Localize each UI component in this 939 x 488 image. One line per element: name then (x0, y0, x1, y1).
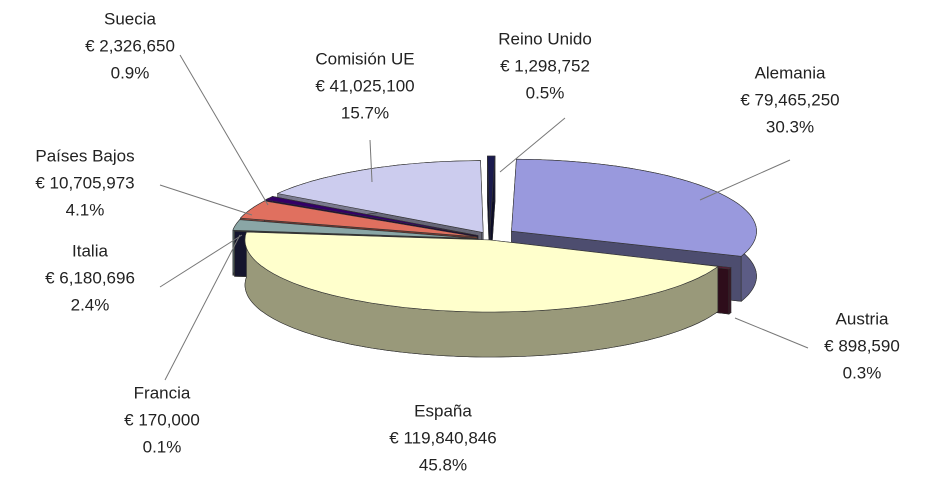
label-value: € 898,590 (824, 336, 900, 355)
label-name: Alemania (755, 63, 826, 82)
label-name: Francia (134, 383, 191, 402)
leader-line (179, 54, 269, 206)
label-percent: 2.4% (71, 295, 110, 314)
label-percent: 0.3% (843, 363, 882, 382)
leader-line (164, 234, 241, 381)
label-name: Suecia (104, 9, 157, 28)
label-value: € 170,000 (124, 410, 200, 429)
slice-top (264, 196, 479, 236)
slice-top (511, 158, 757, 257)
label-value: € 119,840,846 (389, 428, 496, 447)
slice (244, 231, 719, 358)
slice-wall (728, 266, 732, 315)
slice-top (232, 219, 477, 239)
leader-line (159, 234, 243, 288)
label-value: € 10,705,973 (35, 173, 134, 192)
label-value: € 1,298,752 (500, 56, 590, 75)
label-value: € 2,326,650 (85, 36, 175, 55)
label-name: Países Bajos (35, 146, 134, 165)
leader-line (159, 184, 253, 216)
label-percent: 0.5% (526, 83, 565, 102)
label-name: Austria (836, 309, 889, 328)
leader-line (369, 139, 373, 183)
label-name: Comisión UE (315, 49, 414, 68)
slice-top (239, 200, 478, 238)
slice (487, 155, 496, 274)
label-name: Reino Unido (498, 29, 592, 48)
label-percent: 0.9% (111, 63, 150, 82)
label-percent: 4.1% (66, 200, 105, 219)
label-percent: 30.3% (766, 117, 814, 136)
slice-top (487, 155, 496, 229)
leader-line (734, 317, 809, 349)
label-value: € 41,025,100 (315, 76, 414, 95)
label-percent: 15.7% (341, 103, 389, 122)
label-value: € 6,180,696 (45, 268, 135, 287)
label-value: € 79,465,250 (740, 90, 839, 109)
label-name: España (414, 401, 472, 420)
label-percent: 45.8% (419, 455, 467, 474)
slice-top (244, 231, 719, 313)
label-name: Italia (72, 241, 108, 260)
leader-line (499, 117, 566, 173)
slice-top (234, 230, 479, 240)
slice-top (276, 160, 484, 233)
label-percent: 0.1% (143, 437, 182, 456)
leader-line (699, 159, 791, 201)
